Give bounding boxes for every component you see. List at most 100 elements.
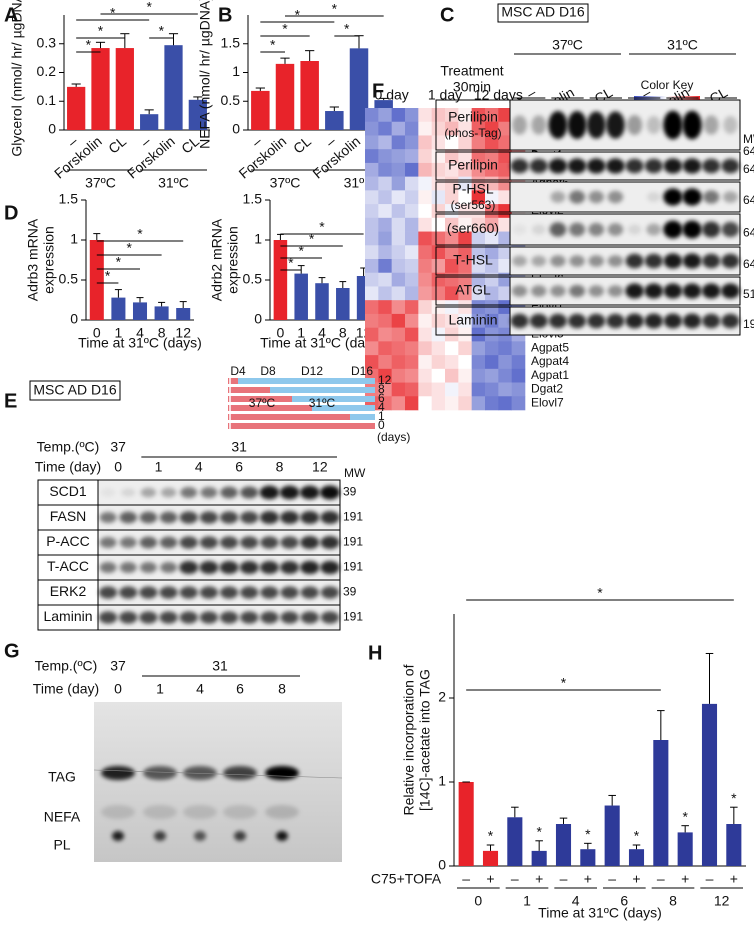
timeline-row-label: 8 xyxy=(378,382,385,396)
timeline-blue xyxy=(350,414,375,420)
x-tick-label: + xyxy=(535,871,543,887)
significance-star: * xyxy=(536,824,542,840)
error-bar xyxy=(93,233,101,240)
bar xyxy=(91,48,110,130)
heatmap-cell xyxy=(365,313,379,328)
band xyxy=(119,586,138,599)
band xyxy=(259,511,279,524)
error-bar xyxy=(339,281,347,288)
heatmap-cell xyxy=(405,176,419,191)
heatmap-cell xyxy=(498,286,512,301)
heatmap-cell xyxy=(458,190,472,205)
bar xyxy=(531,850,547,866)
row-label: T-ACC xyxy=(47,558,89,574)
heatmap-cell xyxy=(471,121,486,136)
heatmap-cell xyxy=(458,121,472,136)
significance-star: * xyxy=(105,268,111,284)
band xyxy=(682,188,702,206)
heatmap-cell xyxy=(458,162,472,177)
heatmap-cell xyxy=(405,121,419,136)
band xyxy=(567,111,587,139)
heatmap-cell xyxy=(485,396,499,411)
heatmap-cell xyxy=(511,396,526,411)
band xyxy=(568,313,587,329)
heatmap-cell xyxy=(485,204,499,219)
bar xyxy=(67,86,86,130)
band xyxy=(586,111,606,139)
y-axis-title: [14C]-acetate into TAG xyxy=(417,669,433,811)
band xyxy=(119,537,137,548)
heatmap-cell xyxy=(418,121,432,136)
heatmap-cell xyxy=(365,217,379,232)
error-bar xyxy=(95,41,106,49)
heatmap-cell xyxy=(378,341,392,356)
heatmap-cell xyxy=(485,108,499,123)
column-label: 0 day xyxy=(375,87,409,103)
panel-letter: A xyxy=(4,4,18,26)
band xyxy=(179,611,198,624)
band xyxy=(179,561,199,574)
band xyxy=(510,158,529,174)
heatmap-cell xyxy=(498,217,512,232)
band xyxy=(320,586,340,599)
spot-label: TAG xyxy=(48,769,76,785)
band xyxy=(646,223,662,236)
band xyxy=(531,285,547,297)
band xyxy=(723,191,738,203)
mw-label: 191 xyxy=(343,610,363,624)
x-tick-label: – xyxy=(560,871,568,887)
heatmap-cell xyxy=(485,382,499,397)
tlc-spot xyxy=(183,766,217,780)
x-axis-title: Time at 31ºC (days) xyxy=(538,905,662,921)
band xyxy=(529,313,548,329)
heatmap-cell xyxy=(458,204,472,219)
band xyxy=(99,512,117,523)
heatmap-cell xyxy=(471,396,486,411)
heatmap-cell xyxy=(365,259,379,274)
significance-star: * xyxy=(137,226,143,242)
heatmap-cell xyxy=(445,396,459,411)
band xyxy=(240,611,259,624)
band xyxy=(280,586,299,599)
band xyxy=(588,222,605,237)
heatmap-cell xyxy=(458,368,472,383)
mw-label: 39 xyxy=(343,585,357,599)
band xyxy=(644,253,663,269)
heatmap-cell xyxy=(405,341,419,356)
heatmap-cell xyxy=(405,217,419,232)
band xyxy=(569,190,586,204)
heatmap-cell xyxy=(431,231,446,246)
heatmap-cell xyxy=(431,135,446,150)
significance-star: * xyxy=(86,37,92,53)
heatmap-cell xyxy=(391,286,406,301)
band xyxy=(531,255,547,267)
heatmap-cell xyxy=(418,396,432,411)
band xyxy=(239,561,259,574)
bar xyxy=(482,850,499,866)
heatmap-cell xyxy=(458,217,472,232)
day-label: D4 xyxy=(230,364,246,378)
heatmap-cell xyxy=(431,368,446,383)
row-label: ATGL xyxy=(455,282,491,298)
significance-star: * xyxy=(116,254,122,270)
band xyxy=(644,313,663,329)
heatmap-cell xyxy=(445,313,459,328)
heatmap-cell xyxy=(445,341,459,356)
heatmap-cell xyxy=(458,272,472,287)
mw-label: 64 xyxy=(743,144,754,158)
band xyxy=(199,586,219,599)
band xyxy=(663,283,683,299)
heatmap-cell xyxy=(511,382,526,397)
heatmap-cell xyxy=(498,121,512,136)
heatmap-cell xyxy=(378,368,392,383)
heatmap-cell xyxy=(378,204,392,219)
band xyxy=(586,158,606,174)
spot-label: NEFA xyxy=(44,809,81,825)
heatmap-cell xyxy=(458,313,472,328)
x-tick-label: 1 xyxy=(297,325,305,341)
band xyxy=(219,536,239,549)
band xyxy=(300,511,320,524)
y-tick-label: 0.5 xyxy=(221,92,241,108)
band xyxy=(180,487,198,498)
band xyxy=(260,611,279,624)
